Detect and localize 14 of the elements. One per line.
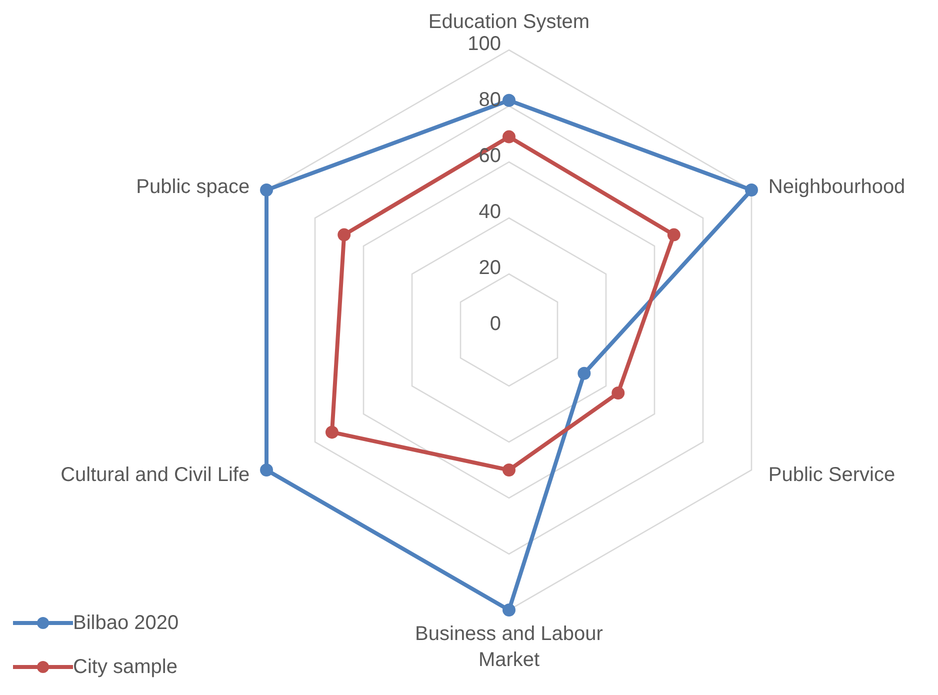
y-tick-label: 80 [478, 89, 501, 111]
legend-label: City sample [73, 656, 178, 678]
spoke-label: Public Service [768, 464, 896, 486]
spoke-label: Cultural and Civil Life [60, 464, 250, 486]
spoke-label: Education System [428, 11, 590, 33]
spoke-label: Public space [136, 176, 250, 198]
y-tick-label: 20 [478, 257, 501, 279]
y-tick-label: 100 [468, 33, 501, 55]
y-tick-label: 60 [478, 145, 501, 167]
y-tick-label: 0 [490, 313, 501, 335]
spoke-label: Business and Labour Market [415, 623, 604, 671]
y-tick-label: 40 [478, 201, 501, 223]
spoke-label: Neighbourhood [768, 176, 906, 198]
legend-label: Bilbao 2020 [73, 612, 179, 634]
